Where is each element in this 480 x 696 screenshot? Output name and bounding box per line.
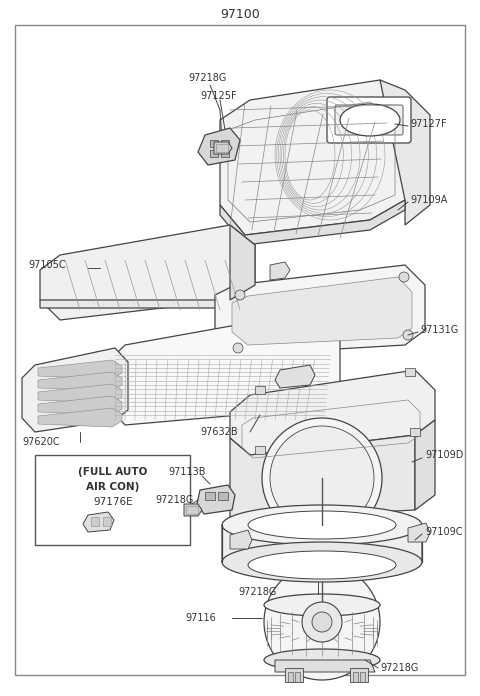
FancyBboxPatch shape: [327, 97, 411, 143]
Polygon shape: [275, 660, 375, 672]
Polygon shape: [38, 384, 122, 403]
Bar: [186, 506, 198, 514]
Text: 97109C: 97109C: [425, 527, 463, 537]
Bar: [405, 368, 415, 376]
Bar: [360, 672, 365, 682]
Polygon shape: [38, 396, 122, 415]
Circle shape: [403, 330, 413, 340]
Bar: [255, 446, 265, 454]
Bar: [218, 492, 228, 500]
Polygon shape: [380, 80, 430, 225]
Text: 97109D: 97109D: [425, 450, 463, 460]
Polygon shape: [215, 265, 425, 355]
Text: 97218G: 97218G: [188, 73, 227, 83]
Text: 97632B: 97632B: [200, 427, 238, 437]
Polygon shape: [230, 225, 255, 300]
Text: 97218G: 97218G: [238, 587, 276, 597]
Polygon shape: [230, 435, 415, 520]
Ellipse shape: [264, 649, 380, 671]
Text: 97125F: 97125F: [200, 91, 237, 101]
Text: 97218G: 97218G: [155, 495, 193, 505]
Text: 97131G: 97131G: [420, 325, 458, 335]
Polygon shape: [220, 80, 405, 235]
Bar: [216, 144, 228, 152]
Bar: [205, 492, 215, 500]
Polygon shape: [108, 310, 340, 425]
FancyBboxPatch shape: [335, 105, 403, 135]
Text: 97218G: 97218G: [380, 663, 419, 673]
Polygon shape: [40, 225, 255, 320]
Bar: [35, 455, 190, 545]
Polygon shape: [220, 200, 405, 245]
Polygon shape: [232, 277, 412, 345]
Ellipse shape: [340, 104, 400, 136]
Polygon shape: [22, 348, 128, 432]
Bar: [295, 672, 300, 682]
Polygon shape: [408, 523, 430, 542]
Polygon shape: [184, 504, 202, 516]
Bar: [210, 150, 218, 157]
Bar: [221, 140, 229, 147]
Text: 97116: 97116: [185, 613, 216, 623]
Polygon shape: [38, 372, 122, 391]
Text: 97620C: 97620C: [22, 437, 60, 447]
Text: AIR CON): AIR CON): [86, 482, 140, 492]
Polygon shape: [38, 408, 122, 427]
Polygon shape: [214, 142, 232, 154]
Text: 97127F: 97127F: [410, 119, 446, 129]
Circle shape: [264, 564, 380, 680]
Bar: [221, 150, 229, 157]
Ellipse shape: [248, 551, 396, 579]
Polygon shape: [230, 530, 252, 549]
Text: 97113B: 97113B: [168, 467, 205, 477]
Polygon shape: [230, 370, 435, 455]
Polygon shape: [197, 485, 235, 514]
Circle shape: [233, 343, 243, 353]
Ellipse shape: [248, 511, 396, 539]
Bar: [210, 140, 218, 147]
Bar: [350, 668, 368, 682]
Polygon shape: [83, 512, 114, 532]
Bar: [255, 386, 265, 394]
Polygon shape: [415, 420, 435, 510]
Text: 97105C: 97105C: [28, 260, 66, 270]
Bar: [353, 672, 358, 682]
Circle shape: [312, 612, 332, 632]
Circle shape: [262, 418, 382, 538]
Polygon shape: [40, 285, 255, 308]
Text: 97100: 97100: [220, 8, 260, 22]
Text: 97109A: 97109A: [410, 195, 447, 205]
Ellipse shape: [264, 594, 380, 616]
Ellipse shape: [222, 542, 422, 582]
Polygon shape: [275, 365, 315, 388]
Circle shape: [270, 426, 374, 530]
Ellipse shape: [333, 97, 408, 143]
Bar: [285, 668, 303, 682]
Circle shape: [302, 602, 342, 642]
Bar: [410, 428, 420, 436]
Text: 97176E: 97176E: [93, 497, 133, 507]
Bar: [288, 672, 293, 682]
Circle shape: [235, 290, 245, 300]
Bar: [103, 517, 111, 526]
Polygon shape: [222, 525, 422, 582]
Circle shape: [399, 272, 409, 282]
Polygon shape: [270, 262, 290, 280]
Ellipse shape: [222, 505, 422, 545]
Polygon shape: [38, 360, 122, 379]
Polygon shape: [198, 128, 240, 165]
Text: (FULL AUTO: (FULL AUTO: [78, 467, 148, 477]
Bar: [91, 517, 99, 526]
